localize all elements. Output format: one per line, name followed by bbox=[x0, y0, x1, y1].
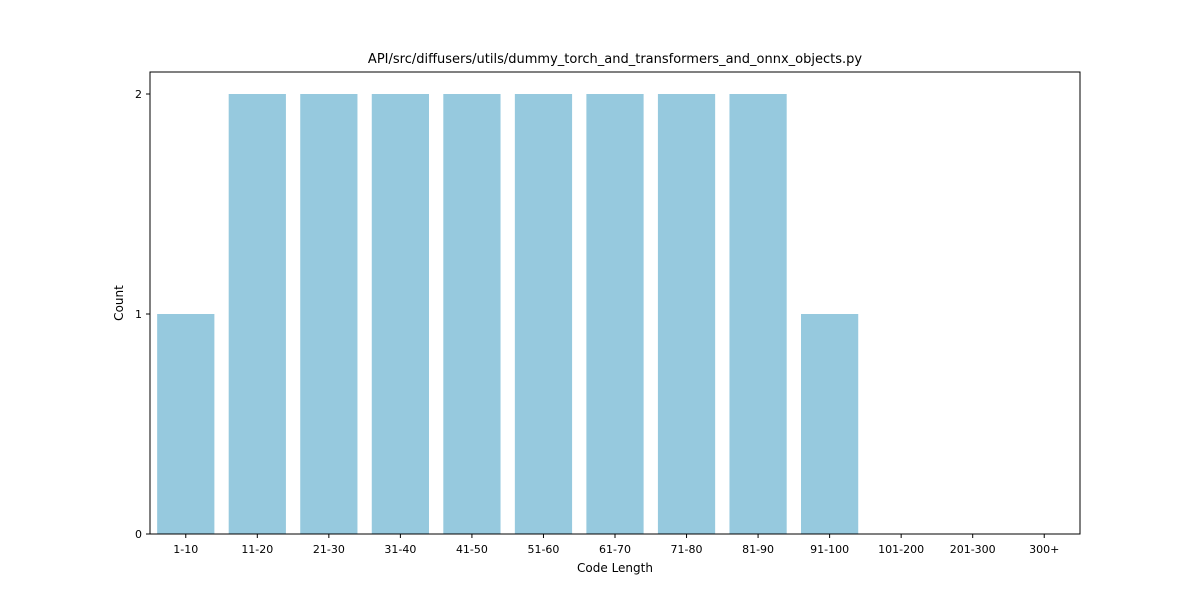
x-tick-label: 81-90 bbox=[742, 543, 774, 556]
bar-91-100 bbox=[801, 314, 859, 534]
y-axis: 0 1 2 bbox=[135, 88, 150, 541]
x-tick-label: 31-40 bbox=[384, 543, 416, 556]
bar-61-70 bbox=[586, 94, 644, 534]
x-tick-label: 300+ bbox=[1029, 543, 1059, 556]
bar-1-10 bbox=[157, 314, 215, 534]
bar-21-30 bbox=[300, 94, 358, 534]
bar-11-20 bbox=[228, 94, 286, 534]
bar-41-50 bbox=[443, 94, 501, 534]
x-tick-label: 21-30 bbox=[313, 543, 345, 556]
chart-title: API/src/diffusers/utils/dummy_torch_and_… bbox=[368, 52, 862, 67]
x-tick-label: 11-20 bbox=[241, 543, 273, 556]
y-tick-label: 1 bbox=[135, 308, 142, 321]
x-tick-label: 101-200 bbox=[878, 543, 924, 556]
x-tick-label: 1-10 bbox=[173, 543, 198, 556]
bar-71-80 bbox=[657, 94, 716, 534]
y-tick-label: 2 bbox=[135, 88, 142, 101]
bars-group bbox=[157, 94, 859, 534]
x-tick-label: 71-80 bbox=[671, 543, 703, 556]
bar-31-40 bbox=[371, 94, 429, 534]
x-tick-label: 41-50 bbox=[456, 543, 488, 556]
x-axis: 1-10 11-20 21-30 31-40 41-50 51-60 61-70 71-80 8… bbox=[173, 534, 1059, 556]
x-tick-label: 91-100 bbox=[810, 543, 849, 556]
x-tick-label: 201-300 bbox=[950, 543, 996, 556]
y-tick-label: 0 bbox=[135, 528, 142, 541]
bar-51-60 bbox=[514, 94, 573, 534]
bar-81-90 bbox=[729, 94, 787, 534]
x-tick-label: 61-70 bbox=[599, 543, 631, 556]
x-tick-label: 51-60 bbox=[527, 543, 559, 556]
y-axis-label: Count bbox=[112, 285, 126, 321]
x-axis-label: Code Length bbox=[577, 561, 653, 575]
